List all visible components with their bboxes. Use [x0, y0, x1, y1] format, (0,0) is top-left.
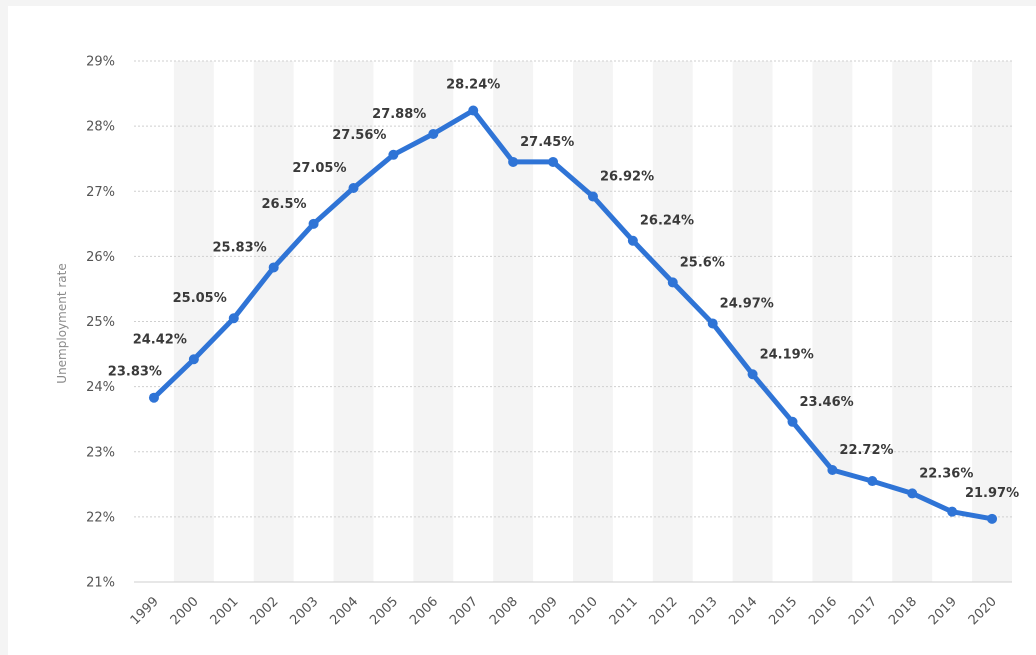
y-tick-label: 22%: [86, 510, 115, 525]
data-points: [148, 105, 998, 524]
gridlines: [134, 60, 1012, 583]
data-point[interactable]: [667, 277, 678, 288]
y-tick-label: 27%: [86, 185, 115, 200]
x-tick-label: 2016: [806, 594, 840, 628]
data-point[interactable]: [747, 369, 758, 380]
data-point[interactable]: [548, 156, 559, 167]
y-tick-label: 29%: [86, 55, 115, 70]
data-label: 22.72%: [839, 443, 893, 458]
y-tick-label: 23%: [86, 445, 115, 460]
data-point[interactable]: [188, 354, 199, 365]
y-tick-label: 25%: [86, 315, 115, 330]
series-unemployment: [151, 108, 995, 522]
data-point[interactable]: [428, 128, 439, 139]
x-tick-label: 2003: [287, 594, 321, 628]
data-label: 27.45%: [520, 135, 574, 150]
line-chart: 21% 22% 23% 24% 25% 26% 27% 28% 29% 1999 2000 2001…: [55, 55, 1019, 629]
x-tick-label: 2008: [487, 594, 521, 628]
data-point[interactable]: [907, 488, 918, 499]
x-tick-label: 2000: [168, 594, 202, 628]
x-tick-label: 1999: [128, 594, 162, 628]
x-tick-label: 2001: [208, 594, 242, 628]
data-point[interactable]: [388, 149, 399, 160]
x-tick-label: 2006: [407, 594, 441, 628]
data-label: 27.88%: [372, 107, 426, 122]
x-tick-label: 2009: [527, 594, 561, 628]
x-tick-label: 2020: [966, 594, 1000, 628]
chart-card: 21% 22% 23% 24% 25% 26% 27% 28% 29% 1999 2000 2001…: [8, 6, 1036, 655]
data-point[interactable]: [148, 392, 159, 403]
data-point[interactable]: [228, 313, 239, 324]
data-point[interactable]: [827, 464, 838, 475]
data-point[interactable]: [947, 506, 958, 517]
y-tick-label: 24%: [86, 380, 115, 395]
data-label: 25.83%: [213, 240, 267, 255]
data-label: 28.24%: [446, 77, 500, 92]
x-tick-label: 2005: [367, 594, 401, 628]
data-point[interactable]: [867, 476, 878, 487]
y-tick-label: 21%: [86, 576, 115, 591]
y-axis-ticks: 21% 22% 23% 24% 25% 26% 27% 28% 29%: [86, 55, 115, 591]
data-label: 23.83%: [108, 365, 162, 380]
data-point[interactable]: [468, 105, 479, 116]
data-label: 24.97%: [720, 296, 774, 311]
data-label: 26.24%: [640, 214, 694, 229]
data-label: 23.46%: [800, 395, 854, 410]
x-tick-label: 2015: [766, 594, 800, 628]
x-axis-ticks: 1999 2000 2001 2002 2003 2004 2005 2006 2007 2008…: [128, 594, 1000, 628]
data-label: 24.42%: [133, 332, 187, 347]
data-point[interactable]: [308, 218, 319, 229]
y-axis-label: Unemployment rate: [55, 263, 69, 383]
series-line: [151, 108, 995, 522]
data-labels: 23.83% 24.42% 25.05% 25.83% 26.5% 27.05% 27.56…: [108, 77, 1019, 500]
data-point[interactable]: [987, 513, 998, 524]
x-tick-label: 2017: [846, 594, 880, 628]
data-point[interactable]: [707, 318, 718, 329]
data-point[interactable]: [268, 262, 279, 273]
data-label: 21.97%: [965, 486, 1019, 501]
x-tick-label: 2011: [607, 594, 641, 628]
x-tick-label: 2018: [886, 594, 920, 628]
data-label: 24.19%: [760, 347, 814, 362]
data-label: 27.05%: [292, 161, 346, 176]
data-point[interactable]: [627, 235, 638, 246]
x-tick-label: 2004: [327, 594, 361, 628]
x-tick-label: 2002: [248, 594, 282, 628]
data-point[interactable]: [787, 416, 798, 427]
x-tick-label: 2012: [647, 594, 681, 628]
x-tick-label: 2014: [726, 594, 760, 628]
data-label: 25.6%: [680, 255, 725, 270]
data-label: 27.56%: [332, 128, 386, 143]
data-label: 26.5%: [261, 197, 306, 212]
data-point[interactable]: [587, 191, 598, 202]
y-tick-label: 28%: [86, 120, 115, 135]
x-tick-label: 2013: [687, 594, 721, 628]
data-point[interactable]: [508, 156, 519, 167]
x-tick-label: 2019: [926, 594, 960, 628]
y-tick-label: 26%: [86, 250, 115, 265]
data-label: 25.05%: [173, 291, 227, 306]
x-tick-label: 2007: [447, 594, 481, 628]
data-label: 26.92%: [600, 169, 654, 184]
x-tick-label: 2010: [567, 594, 601, 628]
data-point[interactable]: [348, 182, 359, 193]
data-label: 22.36%: [919, 466, 973, 481]
